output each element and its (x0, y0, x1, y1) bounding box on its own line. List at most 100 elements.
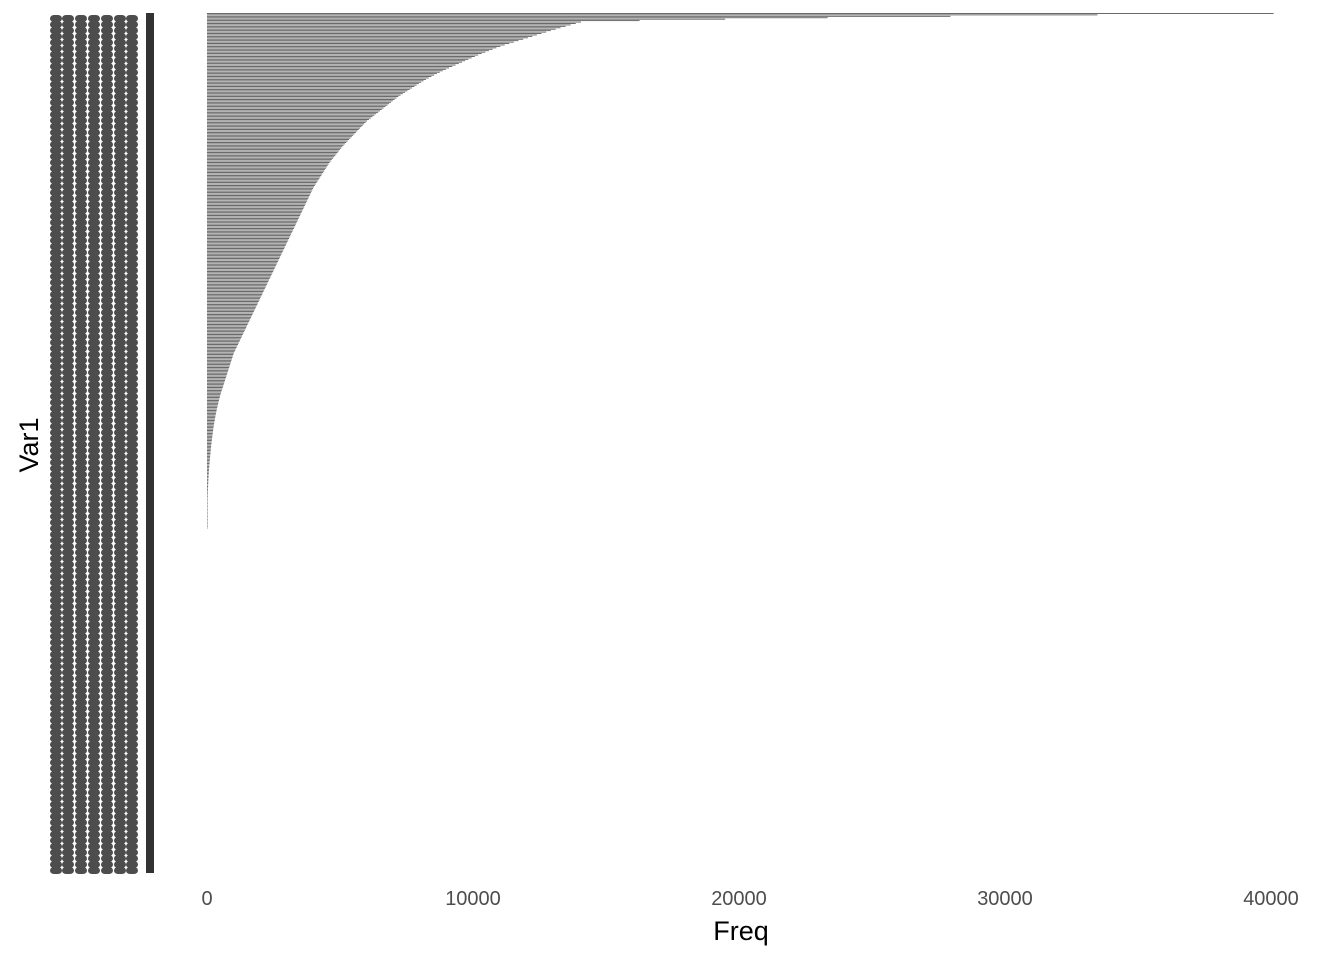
bar (207, 174, 322, 176)
y-tick-label-glyph (114, 327, 126, 334)
y-tick-label-glyph (126, 525, 138, 532)
y-tick-label-glyph (114, 441, 126, 448)
y-tick-label-glyph (75, 855, 87, 862)
bar (207, 408, 217, 410)
y-tick-label-glyph (62, 663, 74, 670)
y-tick-label-glyph (75, 177, 87, 184)
bar (207, 47, 497, 49)
y-tick-label-glyph (126, 783, 138, 790)
y-tick-label-glyph (88, 591, 100, 598)
y-tick-label-glyph (126, 513, 138, 520)
y-tick-label-glyph (62, 405, 74, 412)
bar (207, 359, 232, 361)
y-tick-label-glyph (75, 123, 87, 130)
y-tick-label-glyph (75, 147, 87, 154)
y-tick-label-glyph (88, 33, 100, 40)
bar (207, 282, 268, 284)
bar (207, 126, 362, 128)
bar (207, 242, 287, 244)
y-tick-label-glyph (50, 825, 62, 832)
bar (207, 195, 310, 196)
y-tick-label-glyph (88, 705, 100, 712)
bar (207, 387, 223, 388)
y-tick-label-glyph (50, 501, 62, 508)
y-tick-label-glyph (101, 651, 113, 658)
y-tick-label-glyph (62, 825, 74, 832)
y-tick-label-glyph (75, 519, 87, 526)
y-tick-label-glyph (88, 657, 100, 664)
y-tick-label-glyph (88, 141, 100, 148)
bar (207, 60, 466, 62)
y-tick-label-glyph (50, 375, 62, 382)
y-tick-label-glyph (88, 801, 100, 808)
y-tick-label-glyph (126, 249, 138, 256)
bar (207, 164, 328, 166)
y-tick-label-glyph (101, 345, 113, 352)
bar (207, 286, 266, 288)
bar (207, 520, 208, 522)
y-tick-label-glyph (88, 717, 100, 724)
y-tick-label-glyph (114, 561, 126, 568)
bar (207, 271, 274, 272)
bar (207, 30, 551, 32)
y-tick-label-glyph (101, 363, 113, 370)
y-tick-label-glyph (50, 405, 62, 412)
y-tick-label-glyph (62, 747, 74, 754)
y-tick-label-glyph (75, 81, 87, 88)
y-tick-label-glyph (50, 561, 62, 568)
y-tick-label-glyph (62, 567, 74, 574)
y-tick-label-glyph (101, 789, 113, 796)
y-tick-label-glyph (114, 375, 126, 382)
y-tick-label-glyph (114, 207, 126, 214)
y-tick-label-glyph (62, 807, 74, 814)
y-tick-label-glyph (126, 267, 138, 274)
y-tick-label-glyph (62, 723, 74, 730)
y-tick-label-glyph (75, 213, 87, 220)
bar (207, 238, 289, 239)
y-tick-label-glyph (101, 855, 113, 862)
y-tick-label-glyph (75, 687, 87, 694)
y-tick-label-glyph (88, 153, 100, 160)
y-tick-label-glyph (126, 561, 138, 568)
y-tick-label-glyph (88, 219, 100, 226)
y-tick-label-glyph (75, 105, 87, 112)
y-tick-label-glyph (101, 465, 113, 472)
bar (207, 453, 211, 454)
y-tick-label-glyph (101, 471, 113, 478)
y-tick-label-glyph (62, 669, 74, 676)
y-tick-label-glyph (114, 369, 126, 376)
y-tick-label-glyph (88, 399, 100, 406)
y-tick-label-glyph (101, 843, 113, 850)
y-tick-label-glyph (62, 237, 74, 244)
y-tick-label-glyph (88, 39, 100, 46)
bar (207, 232, 292, 234)
y-tick-label-glyph (62, 597, 74, 604)
y-tick-label-glyph (114, 831, 126, 838)
bar (207, 404, 218, 406)
y-tick-label-glyph (88, 729, 100, 736)
y-tick-label-glyph (126, 753, 138, 760)
bar (207, 185, 315, 186)
y-tick-label-glyph (114, 735, 126, 742)
y-tick-label-glyph (50, 195, 62, 202)
y-tick-label-glyph (75, 117, 87, 124)
y-tick-label-glyph (75, 561, 87, 568)
y-tick-label-glyph (50, 657, 62, 664)
y-tick-label-glyph (88, 669, 100, 676)
y-tick-label-glyph (101, 735, 113, 742)
y-tick-label-glyph (88, 297, 100, 304)
y-tick-label-glyph (50, 81, 62, 88)
y-tick-label-glyph (126, 327, 138, 334)
y-tick-label-glyph (62, 165, 74, 172)
y-tick-label-glyph (114, 87, 126, 94)
y-tick-label-glyph (62, 123, 74, 130)
x-tick-label: 10000 (445, 888, 501, 910)
bar (207, 490, 208, 492)
y-tick-label-glyph (126, 765, 138, 772)
bar (207, 344, 238, 345)
bar (207, 31, 547, 33)
y-tick-label-glyph (50, 45, 62, 52)
y-tick-label-glyph (101, 195, 113, 202)
y-tick-label-glyph (114, 759, 126, 766)
y-tick-label-glyph (126, 399, 138, 406)
